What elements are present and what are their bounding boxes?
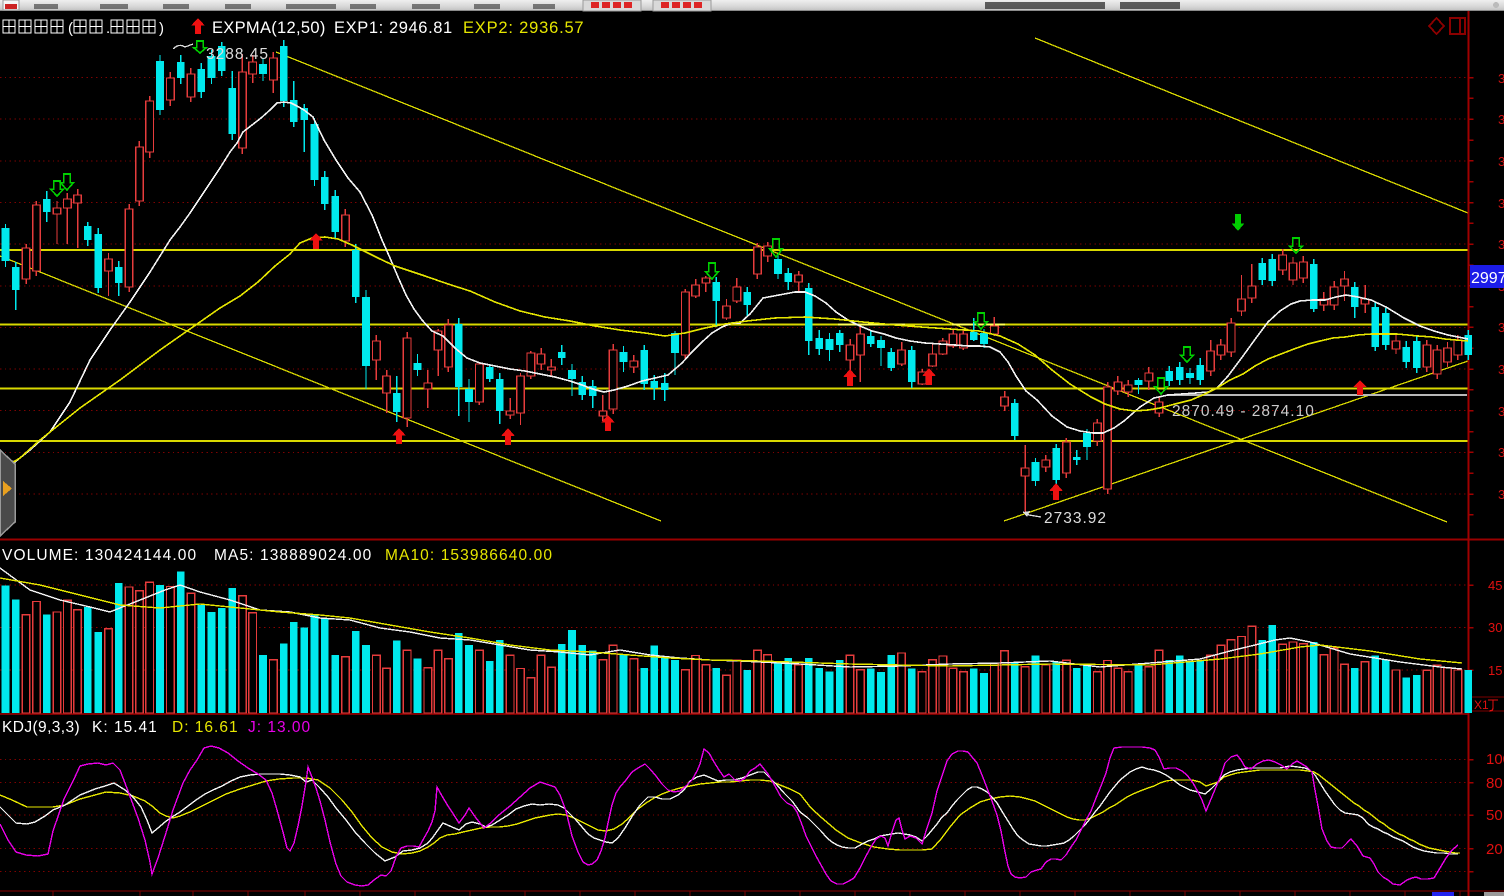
svg-text:2870.49 - 2874.10: 2870.49 - 2874.10 — [1172, 403, 1315, 420]
svg-text:34: 34 — [1498, 196, 1504, 211]
svg-text:D: 16.61: D: 16.61 — [172, 719, 239, 736]
svg-text:20: 20 — [1486, 841, 1503, 858]
svg-text:.: . — [106, 20, 110, 37]
svg-text:34: 34 — [1498, 362, 1504, 377]
svg-text:50: 50 — [1486, 807, 1503, 824]
svg-text:100: 100 — [1486, 751, 1504, 768]
svg-text:34: 34 — [1498, 487, 1504, 502]
svg-text:MA10: 153986640.00: MA10: 153986640.00 — [385, 547, 553, 564]
svg-text:K: 15.41: K: 15.41 — [92, 719, 158, 736]
svg-text:34: 34 — [1498, 112, 1504, 127]
svg-text:J: 13.00: J: 13.00 — [248, 719, 311, 736]
svg-text:15: 15 — [1488, 663, 1502, 678]
svg-text:(: ( — [68, 20, 73, 37]
svg-text:EXPMA(12,50): EXPMA(12,50) — [212, 19, 326, 37]
svg-text:2997.: 2997. — [1471, 270, 1504, 287]
svg-text:3288.45: 3288.45 — [206, 46, 269, 63]
svg-text:34: 34 — [1498, 71, 1504, 86]
svg-text:EXP2: 2936.57: EXP2: 2936.57 — [463, 19, 584, 37]
svg-text:34: 34 — [1498, 237, 1504, 252]
svg-text:34: 34 — [1498, 154, 1504, 169]
svg-text:KDJ(9,3,3): KDJ(9,3,3) — [2, 719, 80, 736]
svg-text:EXP1: 2946.81: EXP1: 2946.81 — [334, 19, 453, 37]
svg-text:X1: X1 — [1474, 698, 1489, 712]
svg-text:MA5: 138889024.00: MA5: 138889024.00 — [214, 547, 372, 564]
svg-text:34: 34 — [1498, 445, 1504, 460]
svg-text:): ) — [159, 20, 164, 37]
svg-text:45: 45 — [1488, 578, 1502, 593]
svg-text:34: 34 — [1498, 320, 1504, 335]
svg-text:2733.92: 2733.92 — [1044, 510, 1107, 527]
svg-text:34: 34 — [1498, 404, 1504, 419]
svg-text:VOLUME: 130424144.00: VOLUME: 130424144.00 — [2, 547, 197, 564]
svg-text:80: 80 — [1486, 775, 1503, 792]
svg-text:30: 30 — [1488, 620, 1502, 635]
